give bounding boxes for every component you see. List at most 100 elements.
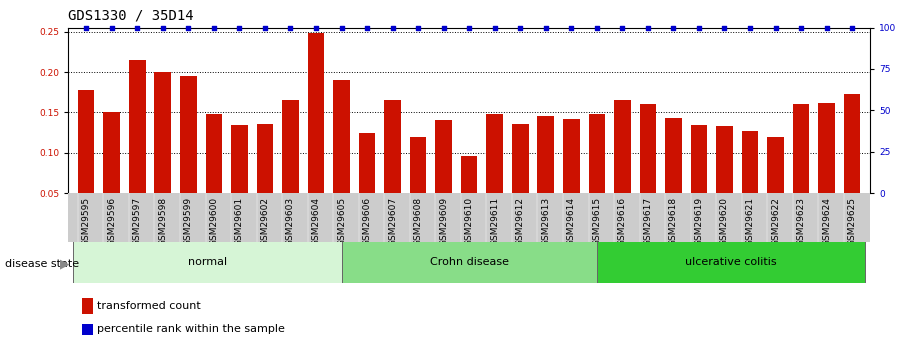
Text: GSM29620: GSM29620 [720, 197, 729, 246]
Text: GSM29608: GSM29608 [414, 197, 423, 246]
Point [691, 25, 706, 30]
Bar [793, 104, 809, 234]
Bar [767, 137, 783, 234]
Bar [410, 137, 426, 234]
Point [436, 25, 451, 30]
Bar [818, 103, 834, 234]
Point [538, 25, 553, 30]
Bar [716, 126, 732, 234]
Point [742, 25, 757, 30]
Text: GSM29616: GSM29616 [618, 197, 627, 246]
Bar [461, 156, 477, 234]
Text: percentile rank within the sample: percentile rank within the sample [97, 325, 285, 334]
Bar [742, 131, 758, 234]
Bar [665, 118, 681, 234]
Text: GSM29625: GSM29625 [847, 197, 856, 246]
Bar [512, 124, 528, 234]
Point [411, 25, 425, 30]
Text: GSM29595: GSM29595 [82, 197, 91, 246]
Point [640, 25, 655, 30]
Text: GSM29600: GSM29600 [210, 197, 219, 246]
Point [666, 25, 681, 30]
Text: GSM29622: GSM29622 [771, 197, 780, 246]
Bar [231, 125, 248, 234]
Text: GSM29617: GSM29617 [643, 197, 652, 246]
Text: GDS1330 / 35D14: GDS1330 / 35D14 [68, 9, 194, 23]
Bar [282, 100, 299, 234]
Text: GSM29621: GSM29621 [745, 197, 754, 246]
Point [105, 25, 119, 30]
Bar [359, 132, 375, 234]
Text: GSM29598: GSM29598 [159, 197, 168, 246]
Text: GSM29603: GSM29603 [286, 197, 295, 246]
Point [258, 25, 272, 30]
Text: GSM29611: GSM29611 [490, 197, 499, 246]
Text: GSM29596: GSM29596 [107, 197, 117, 246]
Point [768, 25, 783, 30]
Text: transformed count: transformed count [97, 302, 201, 311]
Point [844, 25, 859, 30]
Bar [563, 119, 579, 234]
Point [564, 25, 578, 30]
Bar [333, 80, 350, 234]
Point [181, 25, 196, 30]
Point [207, 25, 221, 30]
Text: GSM29623: GSM29623 [796, 197, 805, 246]
Text: ulcerative colitis: ulcerative colitis [685, 257, 777, 267]
Text: GSM29597: GSM29597 [133, 197, 142, 246]
Point [232, 25, 247, 30]
Text: GSM29607: GSM29607 [388, 197, 397, 246]
Text: GSM29601: GSM29601 [235, 197, 244, 246]
Bar [74, 241, 342, 283]
Point [615, 25, 630, 30]
Text: GSM29612: GSM29612 [516, 197, 525, 246]
Text: GSM29624: GSM29624 [822, 197, 831, 246]
Point [360, 25, 374, 30]
Text: normal: normal [188, 257, 227, 267]
Text: GSM29610: GSM29610 [465, 197, 474, 246]
Text: GSM29602: GSM29602 [261, 197, 270, 246]
Bar [78, 90, 95, 234]
Bar [640, 104, 656, 234]
Text: GSM29604: GSM29604 [312, 197, 321, 246]
Point [79, 25, 94, 30]
Point [283, 25, 298, 30]
Point [309, 25, 323, 30]
Bar [180, 76, 197, 234]
Bar [589, 114, 605, 234]
Text: GSM29614: GSM29614 [567, 197, 576, 246]
Point [513, 25, 527, 30]
Bar [691, 125, 707, 234]
Text: GSM29599: GSM29599 [184, 197, 193, 246]
Point [462, 25, 476, 30]
Bar [486, 114, 503, 234]
Point [589, 25, 604, 30]
Text: GSM29609: GSM29609 [439, 197, 448, 246]
Bar [597, 241, 865, 283]
Text: GSM29618: GSM29618 [669, 197, 678, 246]
Bar [257, 124, 273, 234]
Text: ▶: ▶ [60, 257, 70, 270]
Point [487, 25, 502, 30]
Point [793, 25, 808, 30]
Text: GSM29619: GSM29619 [694, 197, 703, 246]
Text: Crohn disease: Crohn disease [430, 257, 508, 267]
Text: GSM29615: GSM29615 [592, 197, 601, 246]
Point [130, 25, 145, 30]
Bar [308, 33, 324, 234]
Bar [342, 241, 597, 283]
Text: disease state: disease state [5, 259, 78, 269]
Bar [537, 117, 554, 234]
Point [334, 25, 349, 30]
Text: GSM29613: GSM29613 [541, 197, 550, 246]
Point [385, 25, 400, 30]
Bar [435, 120, 452, 234]
Text: GSM29606: GSM29606 [363, 197, 372, 246]
Bar [104, 112, 120, 234]
Bar [206, 114, 222, 234]
Bar [155, 72, 171, 234]
Bar [384, 100, 401, 234]
Bar [129, 60, 146, 234]
Point [717, 25, 732, 30]
Text: GSM29605: GSM29605 [337, 197, 346, 246]
